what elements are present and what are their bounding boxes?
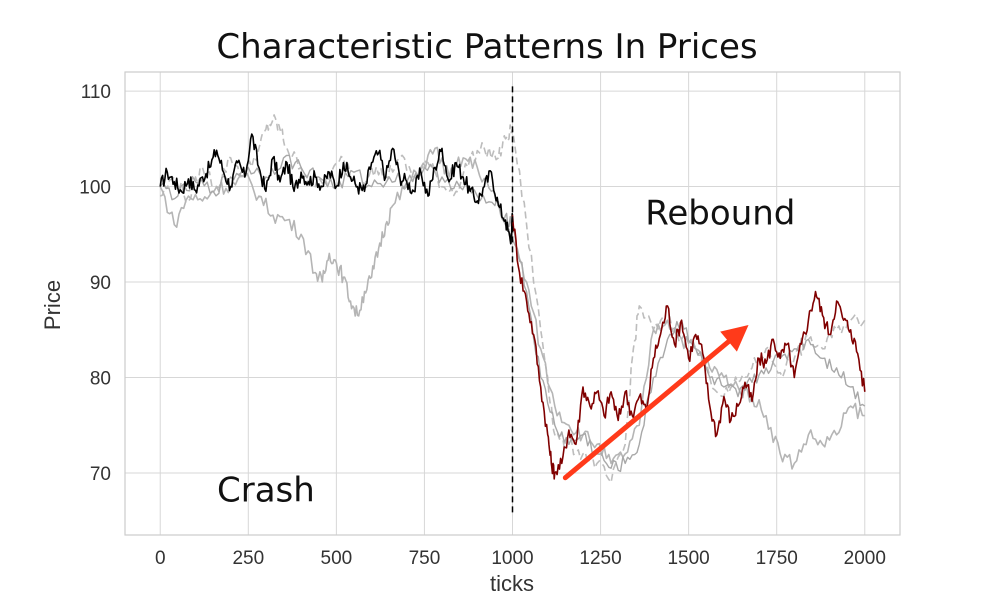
y-tick-label: 80 — [90, 368, 111, 389]
x-tick-label: 250 — [232, 548, 264, 569]
annotation-crash: Crash — [217, 471, 315, 511]
price-series-line — [159, 133, 514, 245]
y-tick-label: 90 — [90, 273, 111, 294]
rebound-arrow-head — [720, 324, 749, 352]
price-series-line — [159, 146, 865, 470]
x-tick-label: 1500 — [667, 548, 709, 569]
price-series-line — [159, 154, 866, 473]
x-tick-label: 1000 — [491, 548, 533, 569]
series-layer — [159, 114, 866, 484]
annotation-rebound: Rebound — [645, 194, 795, 234]
y-tick-label: 70 — [90, 464, 111, 485]
rebound-arrow-shaft — [562, 339, 732, 481]
x-tick-labels: 0 250 500 750 1000 1250 1500 1750 2000 — [155, 548, 886, 569]
annotation-layer: Crash Rebound — [217, 86, 795, 516]
x-tick-label: 750 — [409, 548, 441, 569]
x-tick-label: 0 — [155, 548, 166, 569]
x-axis-label: ticks — [490, 571, 534, 596]
y-tick-labels: 70 80 90 100 110 — [79, 82, 111, 485]
x-tick-label: 1250 — [579, 548, 621, 569]
x-tick-label: 1750 — [756, 548, 798, 569]
chart-title: Characteristic Patterns In Prices — [216, 27, 757, 67]
y-axis-label: Price — [40, 280, 65, 330]
y-tick-label: 110 — [81, 82, 111, 103]
price-series-line — [511, 215, 866, 480]
plot-frame — [124, 71, 901, 536]
price-series-line — [159, 114, 866, 484]
x-tick-label: 500 — [321, 548, 353, 569]
y-tick-label: 100 — [79, 178, 111, 199]
x-tick-label: 2000 — [844, 548, 886, 569]
